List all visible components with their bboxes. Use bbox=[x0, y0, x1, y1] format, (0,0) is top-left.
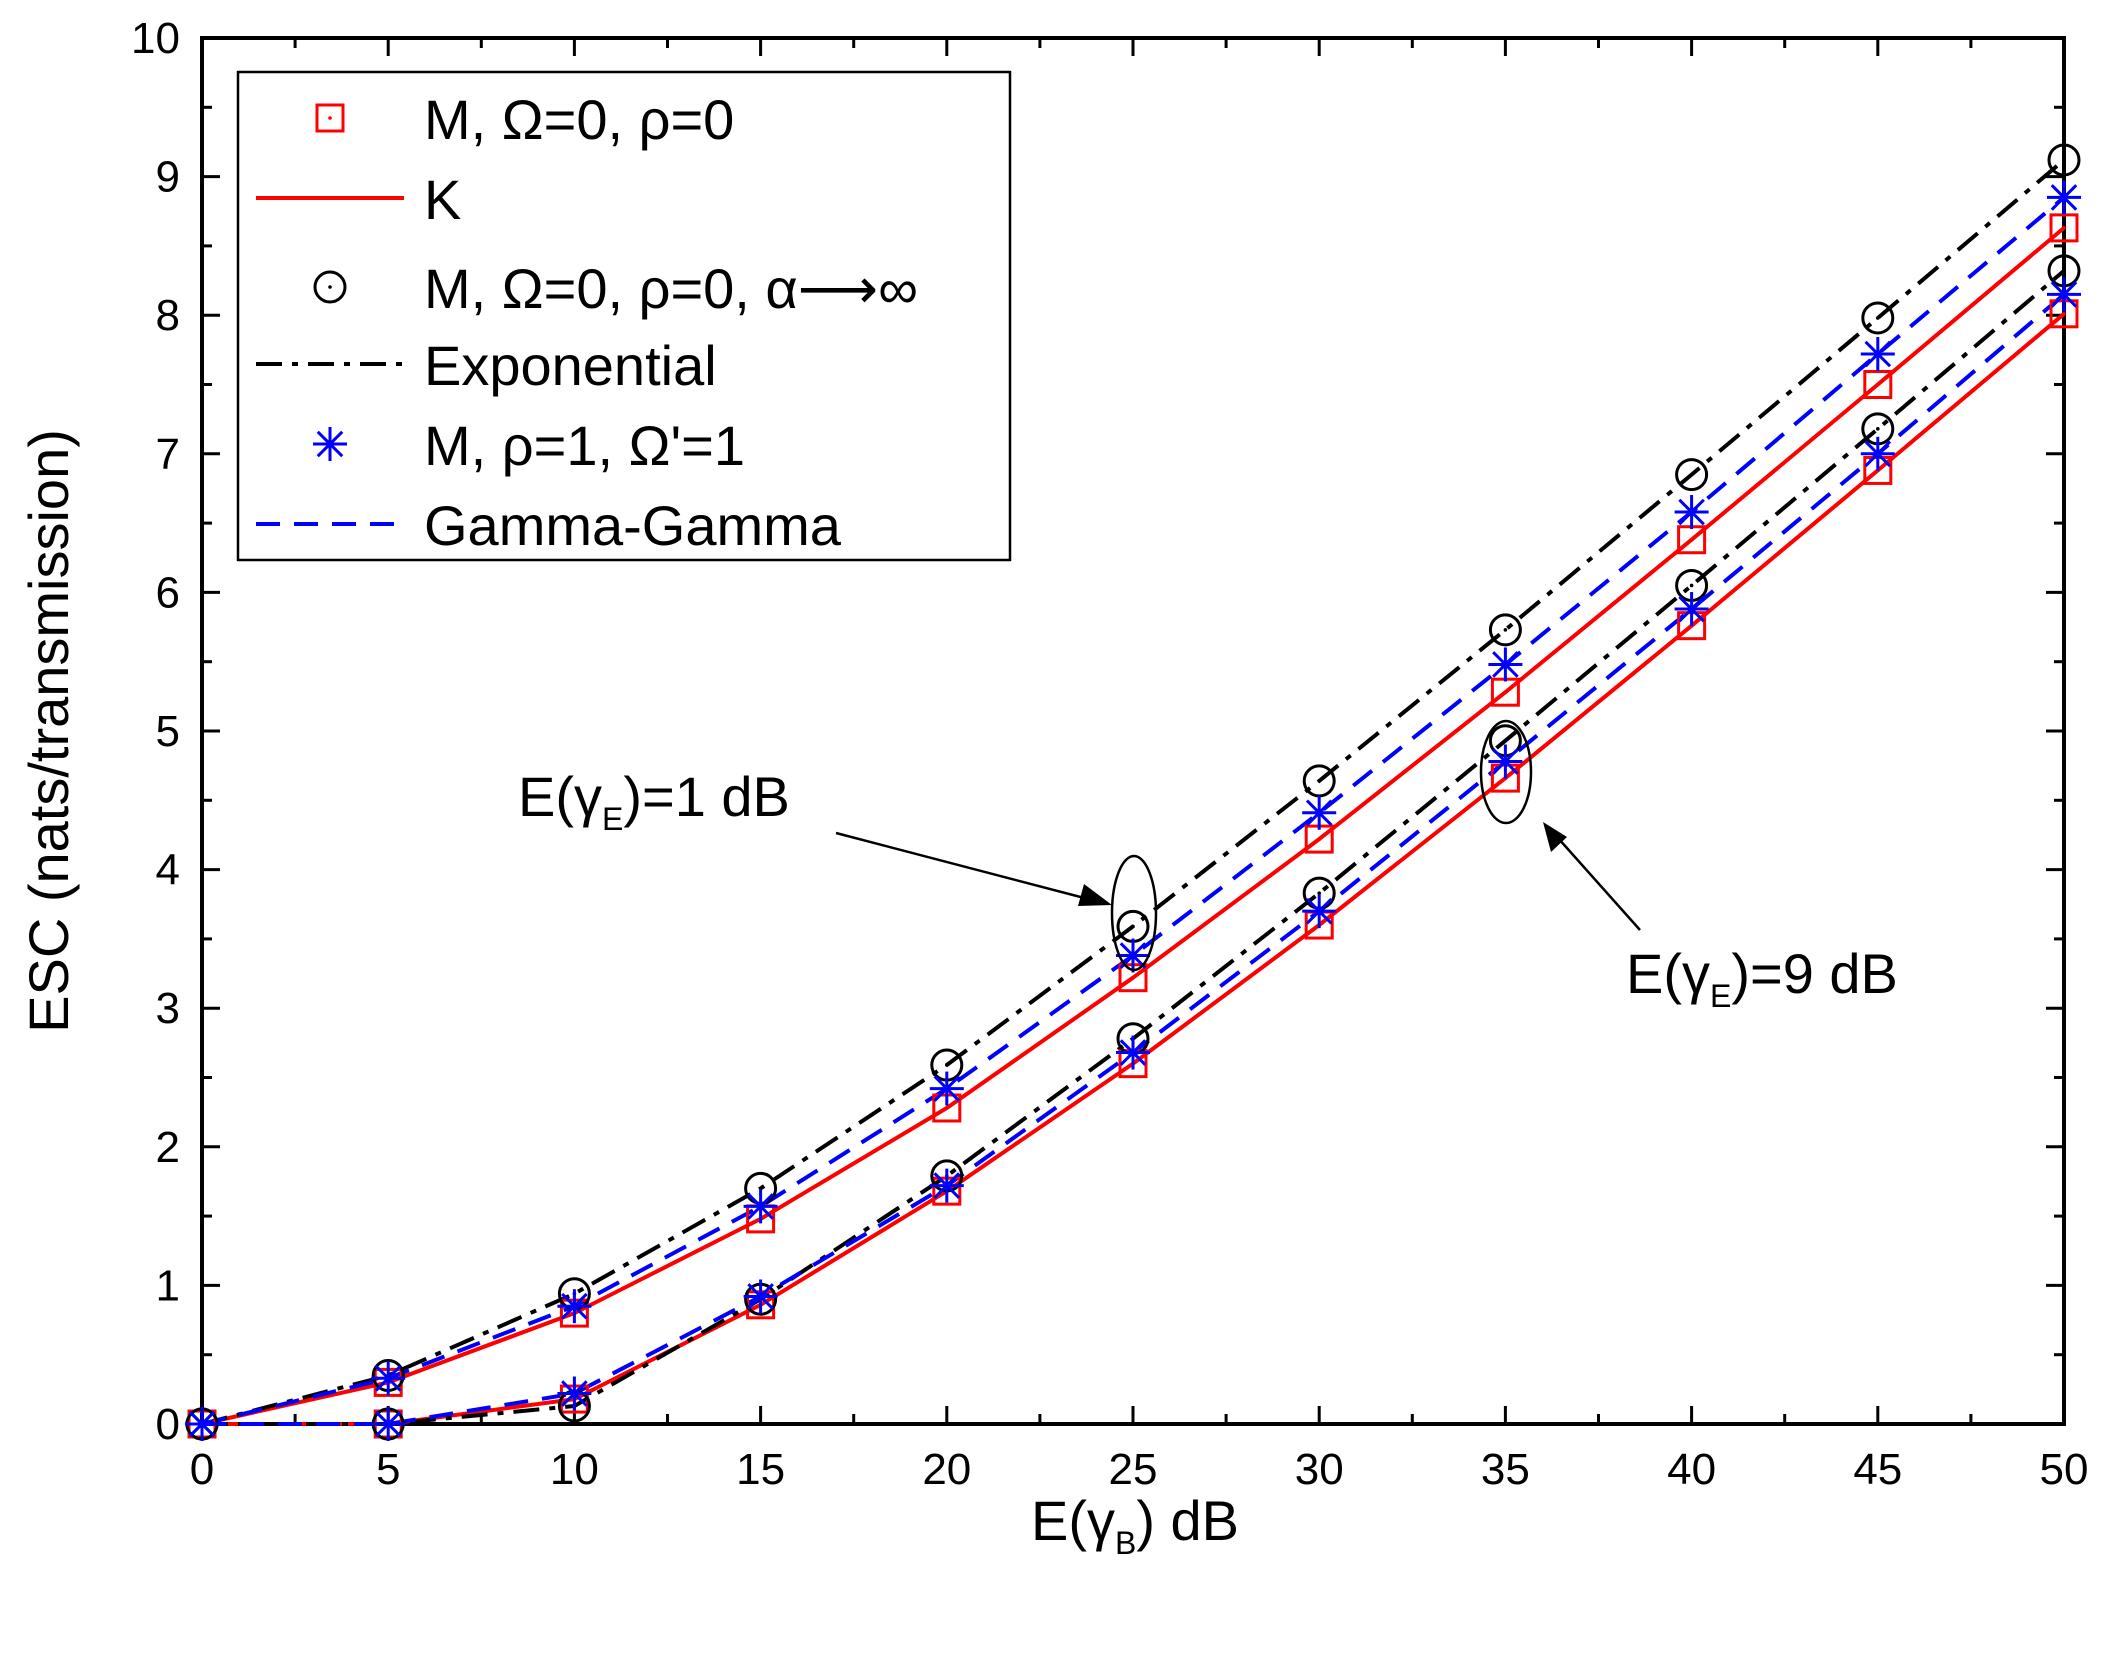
data-point-circle bbox=[1861, 301, 1895, 335]
x-axis-title: E(γB) dB bbox=[1031, 1489, 1239, 1561]
data-point-circle bbox=[1675, 458, 1709, 492]
group-ellipse-1db bbox=[1110, 854, 1158, 972]
data-point-asterisk bbox=[2047, 277, 2081, 312]
y-tick-label: 9 bbox=[156, 153, 180, 202]
x-tick-label: 25 bbox=[1109, 1445, 1158, 1494]
legend-entry: M, Ω=0, ρ=0, α⟶∞ bbox=[313, 257, 918, 320]
legend-marker-circle bbox=[313, 270, 347, 304]
data-point-asterisk bbox=[557, 1376, 592, 1411]
data-point-circle bbox=[1488, 613, 1522, 647]
x-tick-label: 50 bbox=[2040, 1445, 2089, 1494]
data-point-asterisk bbox=[929, 1168, 964, 1203]
y-tick-label: 4 bbox=[156, 846, 180, 895]
data-point-asterisk bbox=[1488, 647, 1523, 682]
data-point-asterisk bbox=[1674, 592, 1709, 627]
legend-entry: M, Ω=0, ρ=0 bbox=[315, 88, 734, 151]
legend-label: M, Ω=0, ρ=0, α⟶∞ bbox=[424, 257, 918, 320]
y-axis-title: ESC (nats/transmission) bbox=[17, 429, 80, 1033]
annotation-arrow-9db bbox=[1543, 822, 1641, 931]
data-point-asterisk bbox=[1302, 894, 1337, 929]
legend-entry: Gamma-Gamma bbox=[256, 494, 842, 557]
y-tick-label: 1 bbox=[156, 1261, 180, 1310]
x-tick-label: 10 bbox=[550, 1445, 599, 1494]
x-tick-label: 30 bbox=[1295, 1445, 1344, 1494]
legend-entry: K bbox=[256, 168, 461, 231]
data-point-asterisk bbox=[1116, 1035, 1150, 1070]
y-tick-label: 0 bbox=[156, 1400, 180, 1449]
annotation-arrow-1db bbox=[835, 831, 1112, 906]
x-tick-labels: 0 5 10 15 20 25 30 35 40 45 50 bbox=[190, 1445, 2089, 1494]
data-point-asterisk bbox=[557, 1289, 592, 1324]
data-point-asterisk bbox=[743, 1189, 778, 1224]
annotation-9db: E(γE)=9 dB bbox=[1626, 942, 1898, 1014]
legend-label: Exponential bbox=[424, 334, 717, 397]
data-point-square bbox=[2049, 213, 2079, 243]
data-point-asterisk bbox=[743, 1279, 778, 1314]
data-point-asterisk bbox=[371, 1407, 406, 1441]
legend: M, Ω=0, ρ=0 K M, Ω=0, ρ=0, α⟶∞ Exponential M… bbox=[236, 70, 1012, 562]
data-point-asterisk bbox=[1302, 795, 1337, 830]
data-point-asterisk bbox=[185, 1407, 219, 1441]
legend-label: Gamma-Gamma bbox=[424, 494, 842, 557]
series-markers bbox=[185, 143, 2081, 1441]
x-tick-label: 5 bbox=[376, 1445, 400, 1494]
legend-entry: M, ρ=1, Ω'=1 bbox=[313, 414, 745, 477]
y-tick-label: 7 bbox=[156, 430, 180, 479]
legend-box bbox=[236, 70, 1012, 562]
legend-entries: M, Ω=0, ρ=0 K M, Ω=0, ρ=0, α⟶∞ Exponential M… bbox=[256, 88, 918, 557]
data-point-asterisk bbox=[2047, 180, 2081, 215]
data-point-asterisk bbox=[1674, 495, 1709, 530]
data-point-asterisk bbox=[371, 1361, 406, 1396]
x-tick-label: 40 bbox=[1667, 1445, 1716, 1494]
annotation-1db: E(γE)=1 dB bbox=[518, 765, 790, 837]
data-point-asterisk bbox=[1860, 436, 1895, 471]
data-point-square bbox=[1863, 370, 1893, 399]
x-tick-label: 20 bbox=[922, 1445, 971, 1494]
y-tick-label: 6 bbox=[156, 568, 180, 617]
legend-marker-square bbox=[315, 103, 345, 133]
x-tick-label: 15 bbox=[736, 1445, 785, 1494]
data-point-asterisk bbox=[1488, 744, 1523, 779]
y-tick-label: 2 bbox=[156, 1123, 180, 1172]
y-tick-label: 10 bbox=[131, 14, 180, 63]
legend-entry: Exponential bbox=[256, 334, 717, 397]
legend-label: K bbox=[424, 168, 461, 231]
x-tick-label: 45 bbox=[1853, 1445, 1902, 1494]
data-point-circle bbox=[2047, 143, 2081, 177]
legend-label: M, ρ=1, Ω'=1 bbox=[424, 414, 745, 477]
series-line-gamma-gamma-2 bbox=[201, 195, 2066, 1426]
y-tick-label: 8 bbox=[156, 291, 180, 340]
group-ellipse-9db bbox=[1479, 719, 1533, 825]
legend-label: M, Ω=0, ρ=0 bbox=[424, 88, 734, 151]
data-point-asterisk bbox=[929, 1071, 964, 1106]
data-point-asterisk bbox=[1116, 938, 1150, 973]
legend-marker-asterisk bbox=[313, 427, 347, 461]
y-tick-label: 3 bbox=[156, 984, 180, 1033]
data-point-asterisk bbox=[1860, 337, 1895, 372]
x-tick-label: 35 bbox=[1481, 1445, 1530, 1494]
y-tick-labels: 0 1 2 3 4 5 6 7 8 9 10 bbox=[131, 14, 180, 1449]
x-tick-label: 0 bbox=[190, 1445, 214, 1494]
y-tick-label: 5 bbox=[156, 707, 180, 756]
